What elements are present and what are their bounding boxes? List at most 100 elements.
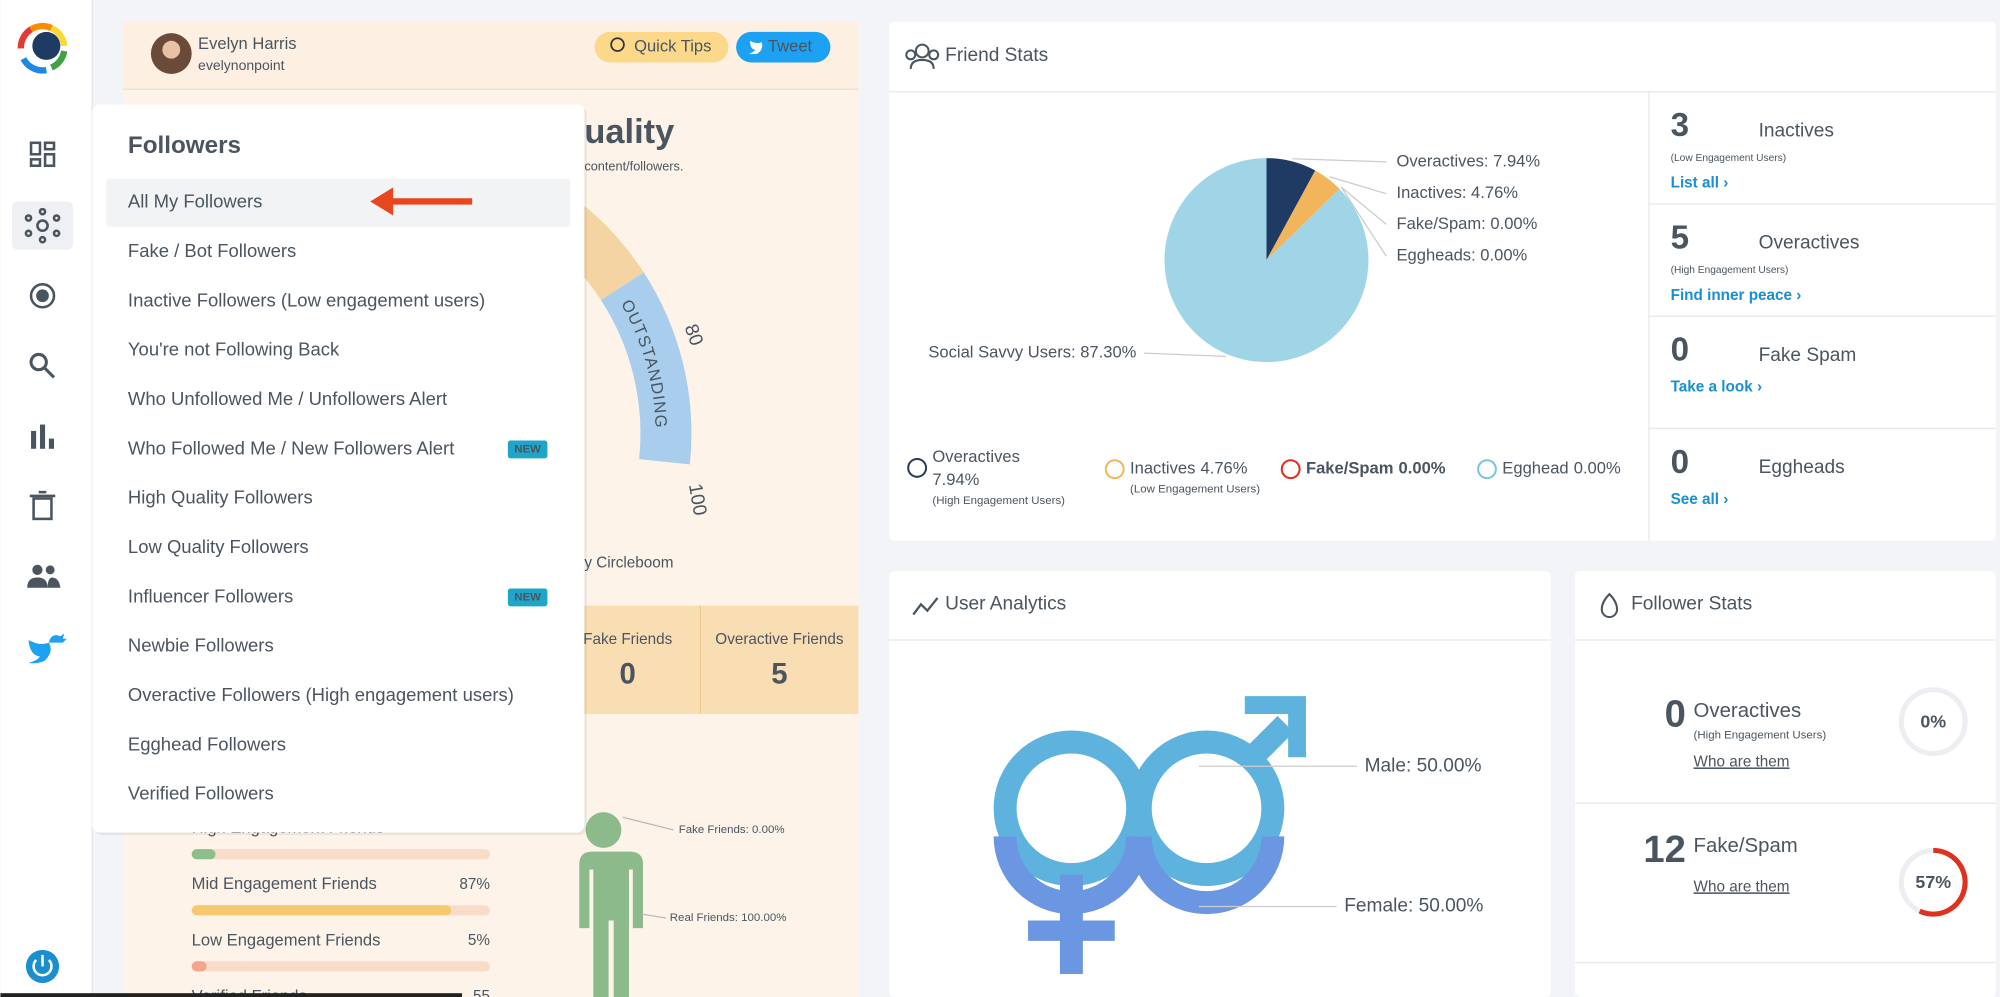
menu-item[interactable]: High Quality Followers — [128, 487, 313, 508]
menu-item[interactable]: You're not Following Back — [128, 339, 340, 360]
stat-label: Fake Friends — [583, 631, 673, 648]
profile-handle: evelynonpoint — [198, 57, 285, 73]
stat-link[interactable]: Take a look › — [1671, 379, 1762, 396]
analytics-icon[interactable] — [31, 424, 54, 449]
pie-slice — [1266, 158, 1316, 261]
profile-header — [122, 21, 859, 90]
profile-name: Evelyn Harris — [198, 34, 296, 53]
tweet-button[interactable] — [736, 31, 831, 63]
stat-link[interactable]: See all › — [1671, 491, 1729, 508]
menu-item[interactable]: Fake / Bot Followers — [128, 240, 296, 261]
friends-icon — [905, 43, 940, 69]
legend-value: 0.00% — [1574, 459, 1621, 478]
search-icon[interactable] — [29, 352, 56, 379]
stat-link[interactable]: Find inner peace › — [1671, 287, 1802, 304]
menu-item[interactable]: Newbie Followers — [128, 635, 274, 656]
network-icon[interactable] — [24, 207, 61, 244]
stat-note: (High Engagement Users) — [1694, 730, 1827, 742]
figure-head — [585, 812, 622, 848]
engagement-label: Mid Engagement Friends — [192, 874, 377, 893]
pie-label: Fake/Spam: 0.00% — [1397, 214, 1538, 233]
active-nav — [11, 201, 74, 250]
stat-note: (High Engagement Users) — [1671, 265, 1789, 276]
pie-label: Inactives: 4.76% — [1397, 183, 1519, 202]
pie-slice — [1164, 158, 1369, 363]
leader-line — [1144, 352, 1226, 358]
leader-line — [641, 913, 667, 919]
logo — [17, 22, 68, 74]
gauge-segment — [600, 272, 692, 465]
heading: uality — [584, 113, 674, 151]
menu-bg — [92, 104, 585, 833]
pie-slice — [1266, 170, 1340, 261]
people-icon[interactable] — [27, 564, 61, 588]
followers-menu: Followers All My Followers Fake / Bot Foll… — [92, 104, 587, 836]
leader-line — [1292, 158, 1387, 163]
stat-label: Overactive Friends — [715, 631, 844, 648]
scrollbar — [0, 993, 462, 997]
engagement-value: 5% — [468, 932, 490, 949]
stat-label: Inactives — [1759, 120, 1834, 141]
new-badge-label: NEW — [514, 443, 541, 455]
card-title: User Analytics — [945, 593, 1066, 614]
quick-tips-label[interactable]: Quick Tips — [634, 37, 711, 56]
stat-number: 5 — [1671, 219, 1689, 256]
delete-icon[interactable] — [29, 490, 56, 521]
menu-item[interactable]: Who Unfollowed Me / Unfollowers Alert — [128, 388, 447, 409]
gender-symbols — [993, 696, 1306, 975]
legend-name: Fake/Spam — [1306, 459, 1393, 478]
menu-item[interactable]: Verified Followers — [128, 783, 274, 804]
nav-icons — [24, 141, 67, 983]
ring-progress — [1918, 847, 1968, 917]
menu-item[interactable]: Low Quality Followers — [128, 536, 309, 557]
leader-line — [1329, 176, 1387, 195]
bar — [191, 905, 452, 916]
card-bg — [889, 21, 1996, 541]
stat-number: 0 — [1665, 693, 1686, 736]
legend-note: (High Engagement Users) — [932, 495, 1065, 507]
stat-link[interactable]: Who are them — [1694, 878, 1790, 895]
follower-icon — [1600, 592, 1619, 619]
stat-number: 0 — [1671, 332, 1689, 369]
quick-tips-button[interactable] — [594, 31, 729, 63]
stat-number: 3 — [1671, 107, 1689, 144]
leader-line — [622, 816, 674, 831]
dashboard-icon[interactable] — [29, 141, 56, 168]
legend-name: Egghead — [1502, 459, 1568, 478]
stat-label: Fake/Spam — [1694, 835, 1798, 857]
target-icon[interactable] — [29, 283, 56, 309]
bar-track — [191, 961, 491, 972]
pie-label: Eggheads: 0.00% — [1397, 246, 1528, 265]
bar — [191, 961, 207, 972]
power-icon[interactable] — [25, 949, 60, 983]
friend-stats-card: Friend Stats Overactives: 7.94% Inactives:… — [889, 21, 1996, 541]
gauge-tick-label: 100 — [684, 482, 710, 517]
menu-item[interactable]: Overactive Followers (High engagement us… — [128, 684, 514, 705]
new-badge — [507, 588, 548, 607]
ring-label: 57% — [1915, 872, 1951, 892]
menu-item[interactable]: Egghead Followers — [128, 733, 286, 754]
credit: y Circleboom — [584, 555, 673, 572]
gender-label: Male: 50.00% — [1365, 755, 1482, 776]
menu-item[interactable]: Inactive Followers (Low engagement users… — [128, 289, 485, 310]
bulb-icon — [610, 37, 625, 52]
menu-item[interactable]: Who Followed Me / New Followers Alert — [128, 437, 454, 458]
stat-link[interactable]: List all › — [1671, 175, 1729, 192]
new-badge — [507, 440, 548, 459]
leader-line — [1340, 186, 1387, 225]
menu-item[interactable]: All My Followers — [128, 191, 262, 212]
menu-item[interactable]: Influencer Followers — [128, 585, 293, 606]
pie-label: Overactives: 7.94% — [1397, 151, 1541, 170]
figure-body — [576, 851, 644, 997]
female-ring-lower — [993, 836, 1150, 915]
legend-value: 4.76% — [1201, 459, 1248, 478]
tweet-label[interactable]: Tweet — [768, 37, 813, 56]
menu-title: Followers — [128, 132, 241, 159]
sidebar — [0, 0, 93, 997]
legend-note: (Low Engagement Users) — [1130, 484, 1260, 496]
pie-label: Social Savvy Users: 87.30% — [928, 343, 1136, 362]
leader-line — [1340, 186, 1387, 257]
stat-link[interactable]: Who are them — [1694, 753, 1790, 770]
card-bg — [889, 571, 1551, 997]
twitter-icon[interactable] — [28, 633, 67, 664]
